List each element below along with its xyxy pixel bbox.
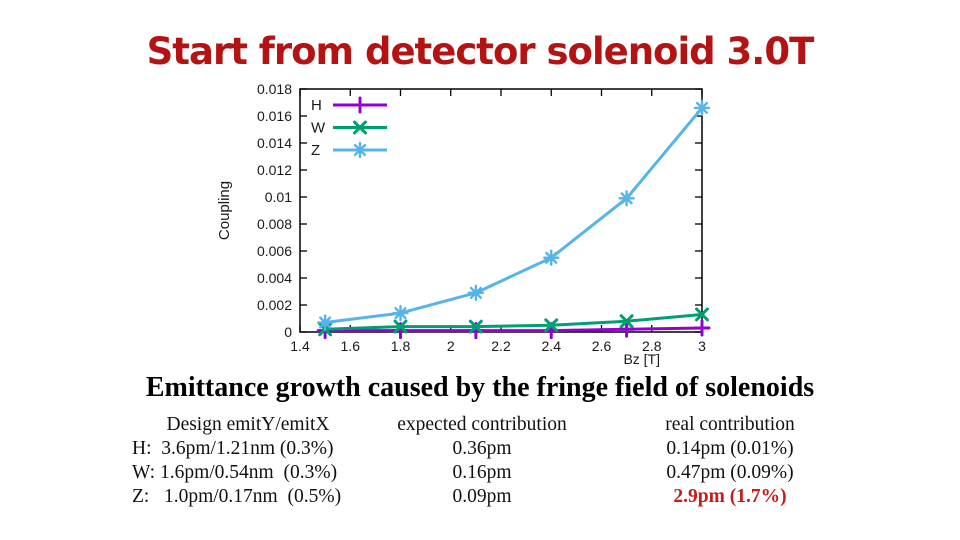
x-tick-label: 1.4: [290, 338, 310, 354]
series-w-cross-marker: [695, 307, 709, 322]
series-z-asterisk-marker: [693, 99, 711, 117]
legend-label-h: H: [311, 97, 322, 114]
y-tick-label: 0.002: [257, 297, 292, 313]
y-tick-label: 0.012: [257, 162, 292, 178]
x-tick-label: 1.6: [341, 338, 361, 354]
y-tick-label: 0.016: [257, 108, 292, 124]
series-z-asterisk-marker: [543, 249, 560, 266]
y-axis-title: Coupling: [216, 181, 233, 240]
x-axis-title: Bz [T]: [623, 351, 660, 367]
expected-row-z: 0.09pm: [452, 486, 512, 507]
y-tick-label: 0.014: [257, 135, 292, 151]
series-h-plus-marker: [693, 319, 711, 337]
series-w-cross-marker: [619, 314, 634, 329]
slide-title: Start from detector solenoid 3.0T: [146, 30, 815, 73]
real-column-header: real contribution: [665, 414, 795, 435]
design-column-header: Design emitY/emitX: [166, 414, 330, 435]
series-z-asterisk-marker: [467, 284, 485, 302]
real-row-h: 0.14pm (0.01%): [666, 438, 794, 459]
series-h-plus-marker: [618, 320, 636, 338]
slide-subtitle: Emittance growth caused by the fringe fi…: [145, 372, 815, 403]
real-contribution-column: real contribution 0.14pm (0.01%) 0.47pm …: [630, 413, 830, 509]
series-line-h: [325, 326, 703, 333]
coupling-chart: 1.4 1.6 1.8 2 2.2 2.4 2.6 2.8 3 0 0.002 0.004 0.006 0…: [215, 83, 717, 377]
real-row-z-highlight: 2.9pm (1.7%): [673, 486, 787, 507]
y-tick-label: 0.006: [257, 243, 292, 259]
x-tick-label: 2.6: [592, 338, 612, 354]
y-tick-label: 0.01: [265, 189, 292, 205]
x-tick-label: 2.4: [542, 338, 562, 354]
y-tick-label: 0: [284, 324, 292, 340]
y-tick-label: 0.004: [257, 270, 292, 286]
design-row-z: Z: 1.0pm/0.17nm (0.5%): [132, 486, 342, 507]
series-z-asterisk-marker: [618, 190, 635, 207]
x-tick-label: 2: [447, 338, 455, 354]
expected-row-h: 0.36pm: [452, 438, 512, 459]
series-z-asterisk-marker: [316, 314, 334, 331]
y-tick-label: 0.018: [257, 83, 292, 97]
design-emittance-column: Design emitY/emitX H: 3.6pm/1.21nm (0.3%…: [122, 413, 374, 509]
real-row-w: 0.47pm (0.09%): [666, 462, 794, 483]
design-row-w: W: 1.6pm/0.54nm (0.3%): [132, 462, 338, 483]
legend-asterisk-marker: [351, 141, 369, 159]
expected-column-header: expected contribution: [397, 414, 567, 435]
x-tick-label: 3: [698, 338, 706, 354]
series-w-cross-marker: [468, 319, 483, 334]
series-z-asterisk-marker: [392, 304, 409, 322]
design-row-h: H: 3.6pm/1.21nm (0.3%): [132, 438, 334, 459]
series-line-w: [325, 312, 703, 331]
x-tick-label: 1.8: [391, 338, 411, 354]
series-w-cross-marker: [393, 319, 408, 334]
series-line-z: [324, 106, 704, 325]
x-tick-label: 2.2: [491, 338, 511, 354]
expected-row-w: 0.16pm: [452, 462, 512, 483]
x-tick-label: 2.8: [642, 338, 662, 354]
y-tick-label: 0.008: [257, 216, 292, 232]
series-w-cross-marker: [544, 318, 559, 333]
legend-label-w: W: [311, 120, 326, 137]
legend-label-z: Z: [311, 142, 320, 159]
expected-contribution-column: expected contribution 0.36pm 0.16pm 0.09…: [384, 413, 580, 509]
legend-plus-marker: [351, 96, 369, 114]
legend-cross-marker: [353, 120, 367, 135]
coupling-chart-svg: 1.4 1.6 1.8 2 2.2 2.4 2.6 2.8 3 0 0.002 0.004 0.006 0…: [216, 83, 711, 367]
